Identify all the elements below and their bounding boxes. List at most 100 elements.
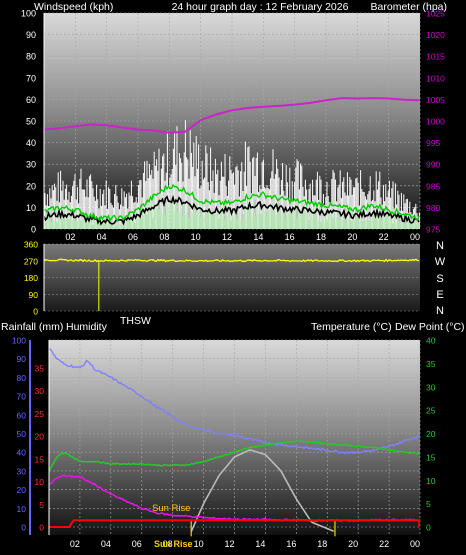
temp-x-tick-3: 08 xyxy=(163,539,173,549)
baro-tick-0: 975 xyxy=(426,225,440,235)
baro-tick-6: 1005 xyxy=(426,95,445,105)
speed-black-line xyxy=(43,194,420,226)
humidity-tick-1: 10 xyxy=(17,504,27,514)
humidity-tick-5: 50 xyxy=(17,429,27,439)
wind-x-tick-0: 02 xyxy=(65,232,75,242)
temp-tick-5: 25 xyxy=(426,406,436,416)
temp-x-tick-7: 16 xyxy=(286,539,296,549)
humidity-tick-6: 60 xyxy=(17,410,27,420)
compass-n-top: N xyxy=(436,240,444,252)
compass-labels: N W S E N xyxy=(435,240,446,317)
compass-s: S xyxy=(436,273,443,285)
baro-tick-3: 990 xyxy=(426,160,440,170)
temp-tick-7: 35 xyxy=(426,359,436,369)
dir-tick-4: 360 xyxy=(24,240,38,250)
temp-x-tick-5: 12 xyxy=(224,539,234,549)
temperature-panel-ticks: 0102030405060708090100051015202530350510… xyxy=(12,336,436,550)
wind-x-tick-4: 10 xyxy=(191,232,201,242)
average-wind-line xyxy=(43,183,420,223)
wind-axis-title: Windspeed (kph) xyxy=(34,1,113,13)
wind-x-tick-11: 00 xyxy=(410,232,420,242)
direction-panel-ticks: 0 90 180 270 360 xyxy=(24,240,45,317)
temp-x-tick-10: 22 xyxy=(379,539,389,549)
direction-line xyxy=(43,258,419,263)
temperature-axis-title: Temperature (°C) xyxy=(311,321,392,333)
temp-tick-3: 15 xyxy=(426,452,436,462)
rain-tick-3: 15 xyxy=(35,454,45,464)
rain-tick-7: 35 xyxy=(35,364,45,374)
wind-x-tick-6: 14 xyxy=(253,232,263,242)
dir-tick-3: 270 xyxy=(24,256,38,266)
direction-panel-lines xyxy=(43,258,419,311)
barometer-line xyxy=(43,97,421,134)
temp-x-tick-1: 04 xyxy=(101,539,111,549)
temp-tick-6: 30 xyxy=(426,382,436,392)
wind-tick-3: 30 xyxy=(26,160,36,170)
direction-series-label: THSW xyxy=(120,315,151,327)
wind-tick-5: 50 xyxy=(26,117,36,127)
temp-tick-4: 20 xyxy=(426,429,436,439)
rain-tick-1: 5 xyxy=(39,500,44,510)
compass-e: E xyxy=(436,289,443,301)
sun-rise-label: Sun Rise xyxy=(152,503,191,514)
rain-tick-4: 20 xyxy=(35,432,45,442)
graph-title: 24 hour graph day : 12 February 2026 xyxy=(172,1,349,13)
wind-tick-7: 70 xyxy=(26,73,36,83)
baro-tick-8: 1015 xyxy=(426,52,445,62)
baro-tick-9: 1020 xyxy=(426,30,445,40)
sun-set-label: Sun Rise xyxy=(154,539,193,549)
wind-x-tick-8: 18 xyxy=(316,232,326,242)
wind-tick-4: 40 xyxy=(26,138,36,148)
baro-tick-10: 1025 xyxy=(426,9,445,19)
baro-tick-4: 995 xyxy=(426,138,440,148)
dew-point-axis-title: Dew Point (°C) xyxy=(395,321,465,333)
baro-tick-7: 1010 xyxy=(426,73,445,83)
wind-tick-8: 80 xyxy=(26,52,36,62)
humidity-tick-0: 0 xyxy=(21,523,26,533)
barometer-axis-title: Barometer (hpa) xyxy=(371,1,447,13)
temp-x-tick-2: 06 xyxy=(132,539,142,549)
wind-x-tick-1: 04 xyxy=(97,232,107,242)
baro-tick-2: 985 xyxy=(426,181,440,191)
temp-x-tick-11: 00 xyxy=(410,539,420,549)
rain-tick-2: 10 xyxy=(35,477,45,487)
wind-tick-6: 60 xyxy=(26,95,36,105)
temperature-panel-lines xyxy=(48,347,420,537)
temp-tick-2: 10 xyxy=(426,476,436,486)
dir-tick-0: 0 xyxy=(33,307,38,317)
humidity-axis-title: Humidity xyxy=(66,321,108,333)
humidity-tick-2: 20 xyxy=(17,485,27,495)
wind-x-tick-7: 16 xyxy=(285,232,295,242)
rain-tick-5: 25 xyxy=(35,409,45,419)
temp-x-tick-9: 20 xyxy=(348,539,358,549)
compass-w: W xyxy=(435,256,446,268)
wind-tick-2: 20 xyxy=(26,181,36,191)
humidity-tick-7: 70 xyxy=(17,392,27,402)
humidity-tick-4: 40 xyxy=(17,448,27,458)
wind-tick-10: 100 xyxy=(21,9,36,19)
temp-x-tick-8: 18 xyxy=(317,539,327,549)
dir-tick-2: 180 xyxy=(24,273,38,283)
temp-x-tick-4: 10 xyxy=(194,539,204,549)
dir-tick-1: 90 xyxy=(29,290,39,300)
wind-x-tick-5: 12 xyxy=(222,232,232,242)
rainfall-line xyxy=(49,519,420,528)
humidity-tick-9: 90 xyxy=(17,354,27,364)
wind-x-tick-2: 06 xyxy=(128,232,138,242)
temp-tick-8: 40 xyxy=(426,336,436,346)
temp-tick-0: 0 xyxy=(426,523,431,533)
baro-tick-1: 980 xyxy=(426,203,440,213)
temp-x-tick-6: 14 xyxy=(255,539,265,549)
wind-tick-0: 0 xyxy=(31,225,36,235)
compass-n-bottom: N xyxy=(436,305,444,317)
wind-panel-ticks: 0102030405060708090100975980985990995100… xyxy=(21,9,445,243)
wind-x-tick-3: 08 xyxy=(159,232,169,242)
temp-tick-1: 5 xyxy=(426,499,431,509)
wind-panel-lines xyxy=(43,97,421,226)
wind-x-tick-10: 22 xyxy=(379,232,389,242)
humidity-tick-3: 30 xyxy=(17,466,27,476)
wind-tick-1: 10 xyxy=(26,203,36,213)
rain-tick-0: 0 xyxy=(39,523,44,533)
rainfall-axis-title: Rainfall (mm) xyxy=(1,321,63,333)
